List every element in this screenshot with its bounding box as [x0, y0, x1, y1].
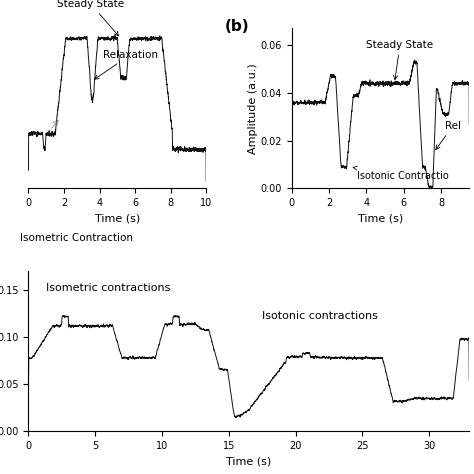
X-axis label: Time (s): Time (s)	[95, 214, 140, 224]
Text: Rel: Rel	[436, 121, 461, 149]
Text: Isometric contractions: Isometric contractions	[46, 283, 171, 292]
Text: Steady State: Steady State	[57, 0, 124, 36]
Text: (b): (b)	[225, 19, 249, 34]
Text: Steady State: Steady State	[366, 39, 434, 80]
X-axis label: Time (s): Time (s)	[358, 214, 403, 224]
X-axis label: Time (s): Time (s)	[226, 456, 272, 466]
Text: Relaxation: Relaxation	[95, 49, 158, 79]
Text: Isotonic Contractio: Isotonic Contractio	[353, 166, 449, 181]
Text: Isometric Contraction: Isometric Contraction	[19, 233, 133, 243]
Text: Isotonic contractions: Isotonic contractions	[262, 311, 378, 321]
Y-axis label: Amplitude (a.u.): Amplitude (a.u.)	[247, 63, 257, 154]
